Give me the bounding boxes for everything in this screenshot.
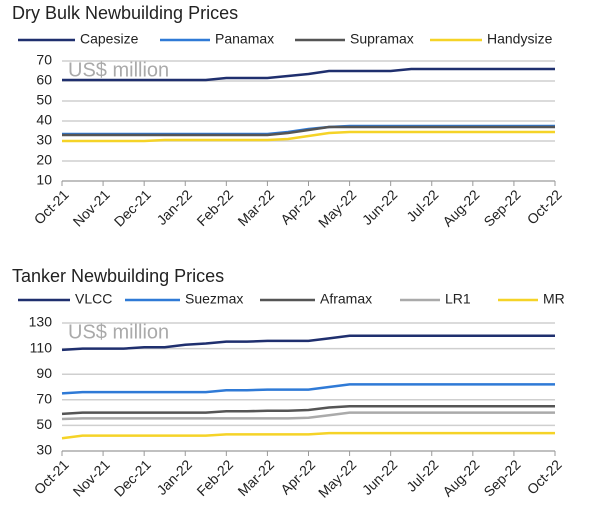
y-tick-label: 90 <box>36 365 52 381</box>
series-line <box>62 125 555 137</box>
legend-label: Panamax <box>215 31 274 47</box>
x-tick-label: Dec-21 <box>111 456 154 499</box>
y-tick-label: 30 <box>36 442 52 458</box>
y-tick-label: 40 <box>36 112 52 128</box>
annotation: US$ million <box>68 321 169 343</box>
y-tick-label: 110 <box>30 339 53 355</box>
x-tick-label: Jun-22 <box>359 456 401 498</box>
series-line <box>61 431 555 440</box>
x-tick-label: Oct-22 <box>524 186 565 227</box>
legend-label: Handysize <box>487 31 553 47</box>
y-tick-label: 10 <box>36 172 52 188</box>
x-tick-label: Mar-22 <box>234 186 277 229</box>
y-tick-label: 60 <box>36 72 52 88</box>
x-tick-label: Jul-22 <box>403 456 441 494</box>
x-tick-label: Aug-22 <box>439 186 482 229</box>
x-tick-label: Jan-22 <box>153 186 195 228</box>
legend-label: Capesize <box>80 31 139 47</box>
y-tick-label: 70 <box>36 391 52 407</box>
x-tick-label: Feb-22 <box>193 456 236 499</box>
x-tick-label: Sep-22 <box>480 456 523 499</box>
y-tick-label: 30 <box>36 132 52 148</box>
x-tick-label: Jul-22 <box>403 186 441 224</box>
y-tick-label: 70 <box>36 52 52 68</box>
legend-label: Aframax <box>320 291 372 307</box>
x-tick-label: Aug-22 <box>439 456 482 499</box>
x-tick-label: Oct-21 <box>31 456 72 497</box>
legend-label: Suezmax <box>185 291 243 307</box>
x-tick-label: Mar-22 <box>234 456 277 499</box>
chart-title: Dry Bulk Newbuilding Prices <box>12 3 238 23</box>
legend-label: VLCC <box>75 291 112 307</box>
x-tick-label: Jan-22 <box>153 456 195 498</box>
x-tick-label: Nov-21 <box>70 186 113 229</box>
series-line <box>62 130 555 143</box>
series-line <box>61 411 555 421</box>
series-line <box>62 67 555 82</box>
legend-label: LR1 <box>445 291 471 307</box>
x-tick-label: May-22 <box>315 456 359 500</box>
y-tick-label: 20 <box>36 152 52 168</box>
series-line <box>61 334 555 352</box>
x-tick-label: Dec-21 <box>111 186 154 229</box>
legend-label: MR <box>543 291 565 307</box>
y-tick-label: 50 <box>36 416 52 432</box>
x-tick-label: Feb-22 <box>193 186 236 229</box>
y-tick-label: 50 <box>36 92 52 108</box>
x-tick-label: Sep-22 <box>480 186 523 229</box>
y-tick-label: 130 <box>29 314 53 330</box>
x-tick-label: Nov-21 <box>70 456 113 499</box>
x-tick-label: May-22 <box>315 186 359 230</box>
chart-title: Tanker Newbuilding Prices <box>12 266 224 286</box>
x-tick-label: Oct-21 <box>31 186 72 227</box>
x-tick-label: Apr-22 <box>277 456 318 497</box>
x-tick-label: Oct-22 <box>524 456 565 497</box>
legend-label: Supramax <box>350 31 414 47</box>
series-line <box>61 404 555 416</box>
x-tick-label: Jun-22 <box>359 186 401 228</box>
x-tick-label: Apr-22 <box>277 186 318 227</box>
series-line <box>61 383 555 395</box>
annotation: US$ million <box>68 59 169 81</box>
